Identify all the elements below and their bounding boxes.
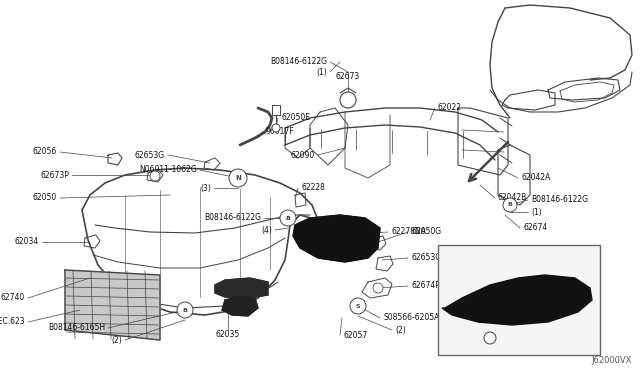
Circle shape	[373, 283, 383, 293]
Text: 62034: 62034	[15, 237, 39, 247]
Text: 62050: 62050	[33, 193, 57, 202]
Text: 62653G: 62653G	[411, 253, 441, 263]
Text: 62056: 62056	[33, 148, 57, 157]
Text: 62228: 62228	[301, 183, 325, 192]
Circle shape	[503, 198, 517, 212]
Text: 62278NA: 62278NA	[391, 228, 426, 237]
Bar	[438, 245, 600, 355]
Text: 62090: 62090	[291, 151, 315, 160]
Text: B: B	[285, 215, 291, 221]
Circle shape	[272, 124, 280, 132]
Text: B08146-6165H: B08146-6165H	[48, 324, 105, 333]
Circle shape	[350, 298, 366, 314]
Text: (1): (1)	[316, 67, 327, 77]
Text: 62035: 62035	[216, 330, 240, 339]
Text: 62057: 62057	[343, 330, 367, 340]
Text: 62022: 62022	[438, 103, 462, 112]
Text: 62278NB: 62278NB	[538, 267, 573, 276]
Circle shape	[229, 169, 247, 187]
Polygon shape	[65, 270, 160, 340]
Text: 62653G: 62653G	[135, 151, 165, 160]
Text: 62228: 62228	[444, 326, 468, 334]
Text: 62673P: 62673P	[40, 170, 69, 180]
Text: 62042A: 62042A	[521, 173, 550, 183]
Text: (2): (2)	[111, 336, 122, 344]
Text: (2): (2)	[395, 326, 406, 334]
Circle shape	[340, 92, 356, 108]
Text: 62674: 62674	[523, 224, 547, 232]
Text: B08146-6122G: B08146-6122G	[204, 214, 261, 222]
Text: N: N	[235, 175, 241, 181]
Text: S: S	[356, 304, 360, 308]
Text: OP: OP	[442, 247, 455, 257]
Text: N06911-1062G: N06911-1062G	[140, 166, 197, 174]
Text: B08146-6122G: B08146-6122G	[531, 196, 588, 205]
Text: B08146-6122G: B08146-6122G	[270, 58, 327, 67]
Text: SEC.623: SEC.623	[0, 317, 25, 327]
Text: S08566-6205A: S08566-6205A	[383, 314, 440, 323]
Text: 62740: 62740	[1, 294, 25, 302]
Circle shape	[177, 302, 193, 318]
Circle shape	[150, 171, 160, 181]
Polygon shape	[442, 275, 592, 325]
Text: (3): (3)	[200, 183, 211, 192]
Polygon shape	[222, 296, 258, 316]
Text: (4): (4)	[261, 225, 272, 234]
Text: B: B	[182, 308, 188, 312]
Text: 96017F: 96017F	[266, 126, 294, 135]
Text: J62000VX: J62000VX	[591, 356, 632, 365]
Text: 6227BNA: 6227BNA	[452, 343, 488, 353]
Text: 62673: 62673	[336, 72, 360, 81]
Text: 62050G: 62050G	[411, 228, 441, 237]
Polygon shape	[293, 215, 380, 262]
Circle shape	[280, 210, 296, 226]
Text: 62042B: 62042B	[498, 193, 527, 202]
Text: (1): (1)	[531, 208, 541, 217]
Circle shape	[484, 332, 496, 344]
Text: 62674P: 62674P	[411, 282, 440, 291]
Text: 62050E: 62050E	[281, 113, 310, 122]
Polygon shape	[215, 278, 268, 298]
Text: B: B	[508, 202, 513, 208]
